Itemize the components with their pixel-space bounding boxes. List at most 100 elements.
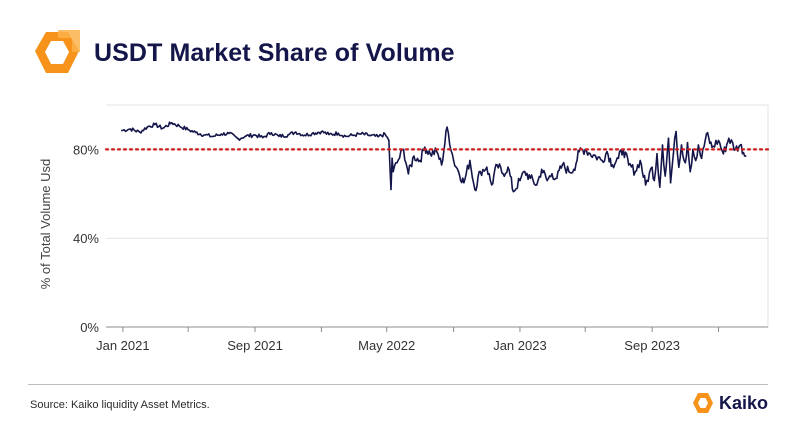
x-tick-label: Jan 2021 <box>96 338 150 353</box>
data-point <box>171 122 173 124</box>
brand: Kaiko <box>692 392 768 414</box>
data-point <box>606 150 608 153</box>
data-point <box>667 137 670 140</box>
y-axis-label: % of Total Volume Usd <box>38 159 53 290</box>
series-line-0 <box>121 121 746 193</box>
data-point <box>419 159 421 162</box>
data-point <box>694 159 697 162</box>
data-point <box>463 181 465 184</box>
x-tick-label: May 2022 <box>358 338 415 353</box>
data-point <box>220 133 223 135</box>
data-point <box>413 155 415 157</box>
data-point <box>245 135 247 137</box>
data-point <box>672 153 675 155</box>
data-point <box>446 126 448 128</box>
data-point <box>435 150 438 153</box>
data-point <box>469 159 471 162</box>
source-note: Source: Kaiko liquidity Asset Metrics. <box>30 399 210 411</box>
data-point <box>369 134 372 137</box>
data-point <box>617 157 620 160</box>
data-point <box>146 126 149 128</box>
data-point <box>568 170 570 173</box>
data-point <box>195 131 197 134</box>
data-point <box>656 153 658 155</box>
data-point <box>519 179 521 182</box>
data-point <box>536 184 538 186</box>
footer-divider <box>28 384 768 385</box>
data-point <box>639 159 641 162</box>
data-point <box>507 166 509 168</box>
x-tick-label: Sep 2021 <box>227 338 283 353</box>
data-point <box>661 144 664 146</box>
data-point <box>700 157 703 160</box>
data-point <box>502 173 504 175</box>
y-tick-label: 0% <box>80 320 99 335</box>
data-point <box>627 164 630 166</box>
data-point <box>512 190 515 193</box>
data-point <box>391 157 393 160</box>
data-point <box>496 164 498 166</box>
y-tick-label: 40% <box>73 231 99 246</box>
data-point <box>717 139 720 142</box>
data-point <box>187 128 189 131</box>
data-point <box>686 141 689 144</box>
data-point <box>154 123 156 126</box>
data-point <box>360 133 362 135</box>
x-tick-label: Jan 2023 <box>493 338 547 353</box>
data-point <box>457 170 460 173</box>
data-point <box>474 188 476 191</box>
data-point <box>573 168 575 171</box>
chart-area: 0% 40% 80% Jan 2021 Sep 2021 May 2022 Jan 2023… <box>38 104 770 353</box>
data-point <box>546 179 548 182</box>
data-point <box>486 166 488 168</box>
data-point <box>161 127 164 130</box>
data-point <box>254 134 256 136</box>
data-point <box>429 153 432 155</box>
data-point <box>551 173 553 175</box>
data-point <box>728 137 730 140</box>
kaiko-brand-icon <box>692 393 713 413</box>
data-point <box>204 134 206 136</box>
data-point <box>424 146 426 148</box>
data-point <box>228 132 230 135</box>
data-point <box>270 132 273 134</box>
data-point <box>328 133 330 136</box>
series-layer <box>121 121 747 193</box>
data-point <box>407 173 410 175</box>
data-point <box>311 132 314 135</box>
data-point <box>561 164 564 166</box>
data-point <box>524 170 526 173</box>
kaiko-logo-icon <box>35 30 80 73</box>
data-point <box>705 133 708 135</box>
data-point <box>390 188 392 191</box>
data-point <box>440 164 443 166</box>
chart-header: USDT Market Share of Volume <box>32 28 455 78</box>
data-point <box>675 130 677 133</box>
data-point <box>689 170 691 173</box>
data-point <box>697 144 700 146</box>
data-point <box>211 135 214 138</box>
data-point <box>744 155 747 157</box>
data-point <box>678 166 680 168</box>
data-point <box>589 153 591 155</box>
brand-name: Kaiko <box>718 392 768 413</box>
data-point <box>711 146 713 148</box>
data-point <box>320 130 323 133</box>
data-point <box>287 133 290 136</box>
data-point <box>684 161 687 164</box>
data-point <box>303 134 306 136</box>
data-point <box>739 144 742 146</box>
data-point <box>129 128 132 130</box>
data-point <box>659 186 661 188</box>
data-point <box>669 181 672 184</box>
data-point <box>392 170 395 173</box>
data-point <box>384 133 386 136</box>
data-point <box>138 131 141 133</box>
data-point <box>278 135 280 138</box>
axes: 0% 40% 80% Jan 2021 Sep 2021 May 2022 Jan 2023… <box>73 142 768 353</box>
data-point <box>352 134 355 136</box>
data-point <box>664 175 666 177</box>
chart-title: USDT Market Share of Volume <box>94 38 455 67</box>
data-point <box>388 139 390 142</box>
data-point <box>237 137 239 140</box>
